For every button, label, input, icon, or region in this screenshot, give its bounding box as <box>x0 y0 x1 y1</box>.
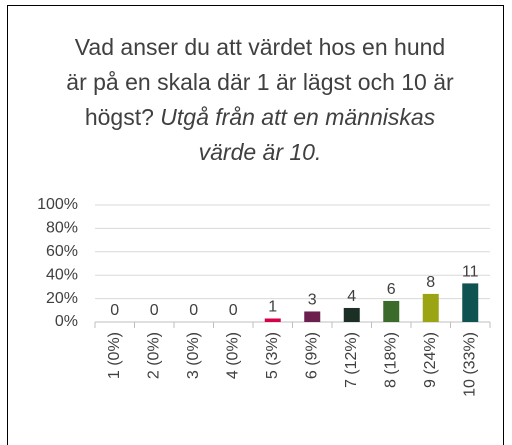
bar <box>383 300 400 322</box>
data-label: 11 <box>462 264 479 281</box>
x-tick-label: 8 (18%) <box>382 332 399 388</box>
chart-frame <box>7 5 504 445</box>
data-label: 0 <box>189 302 198 319</box>
x-tick-label: 3 (0%) <box>185 332 202 379</box>
chart-title: Vad anser du att värdet hos en hund är p… <box>66 34 454 130</box>
x-tick-label: 10 (33%) <box>461 332 478 397</box>
y-tick-label: 80% <box>46 220 78 237</box>
data-label: 3 <box>308 292 317 309</box>
bar <box>343 307 360 322</box>
x-tick-label: 5 (3%) <box>264 332 281 379</box>
x-tick-label: 4 (0%) <box>224 332 241 379</box>
bar <box>422 293 439 322</box>
bar <box>304 311 321 322</box>
x-tick-label: 9 (24%) <box>422 332 439 388</box>
data-label: 6 <box>387 281 396 298</box>
data-label: 1 <box>268 299 277 316</box>
data-label: 8 <box>426 274 435 291</box>
x-tick-label: 7 (12%) <box>343 332 360 388</box>
chart-subtitle: Utgå från att en människas värde är 10. <box>160 104 436 165</box>
data-label: 4 <box>347 288 356 305</box>
bar <box>462 283 479 322</box>
y-tick-label: 40% <box>46 266 78 283</box>
chart-title-block: Vad anser du att värdet hos en hund är p… <box>65 30 455 170</box>
x-tick-label: 6 (9%) <box>303 332 320 379</box>
x-tick-label: 1 (0%) <box>106 332 123 379</box>
y-tick-label: 60% <box>46 243 78 260</box>
y-tick-label: 20% <box>46 290 78 307</box>
data-label: 0 <box>150 302 159 319</box>
data-label: 0 <box>229 302 238 319</box>
y-tick-label: 100% <box>37 196 78 213</box>
y-tick-label: 0% <box>55 313 78 330</box>
bar <box>264 318 281 322</box>
data-label: 0 <box>110 302 119 319</box>
x-tick-label: 2 (0%) <box>145 332 162 379</box>
